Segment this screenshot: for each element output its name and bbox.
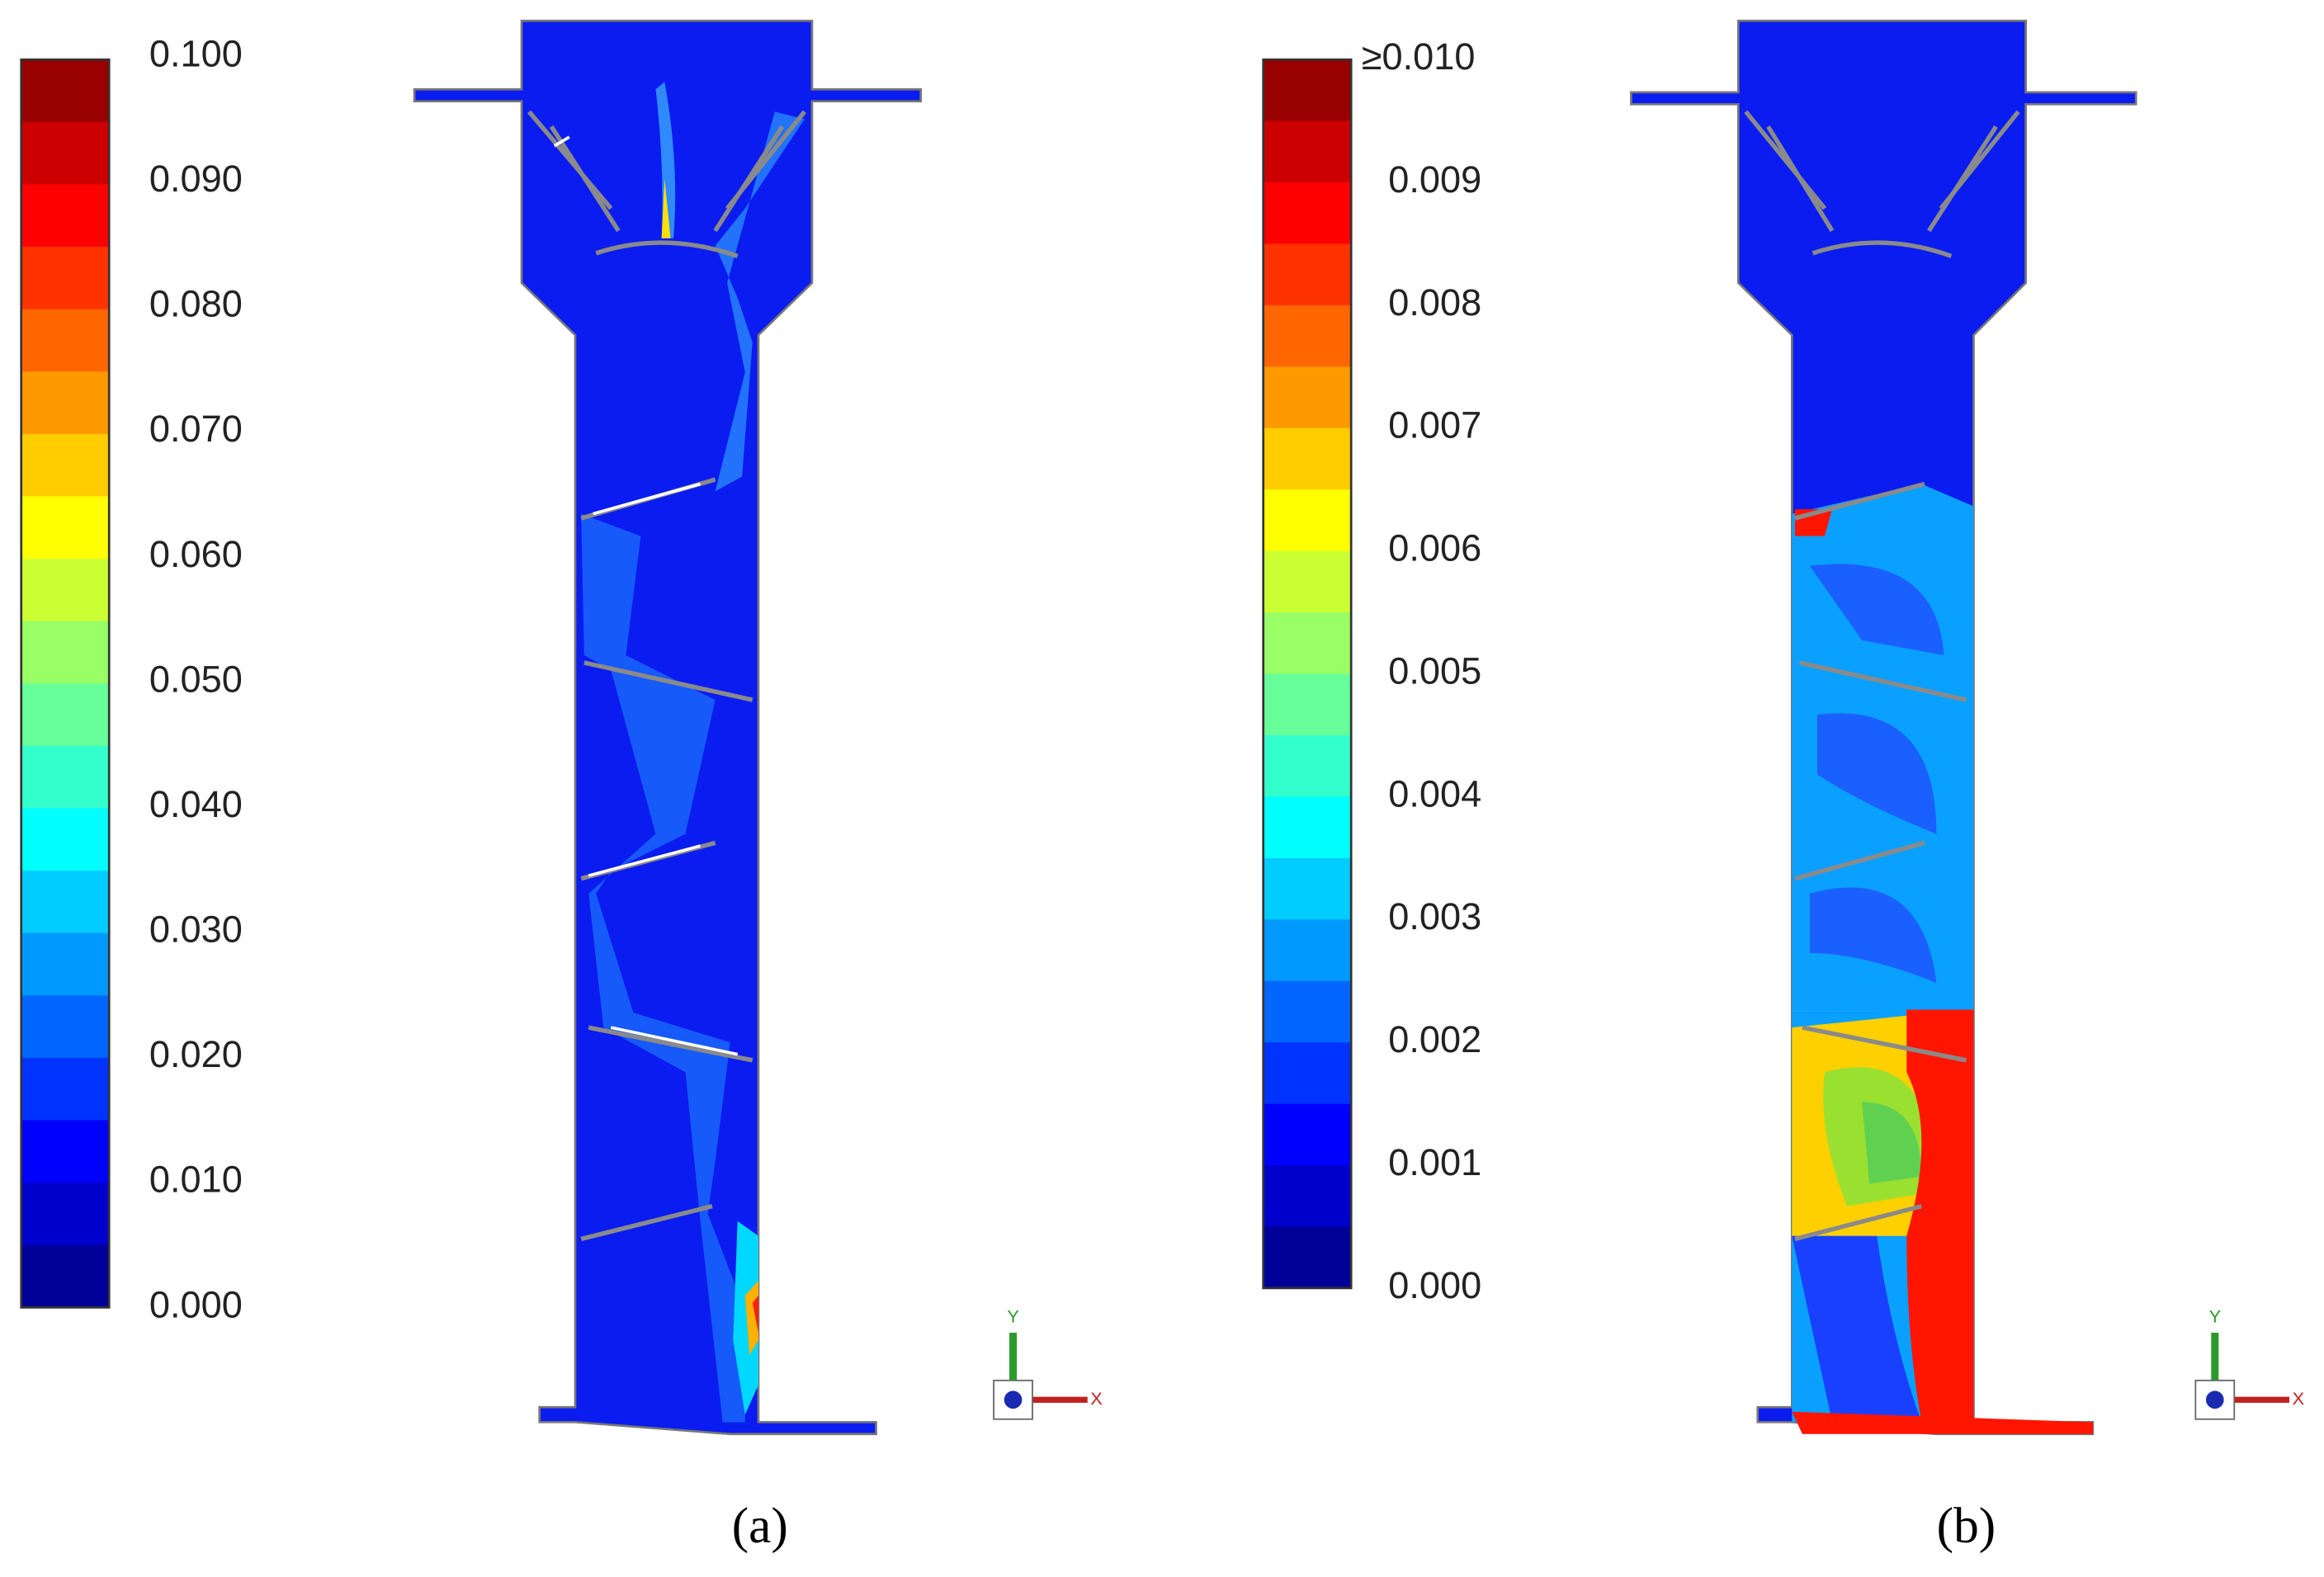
reactor-a bbox=[413, 19, 923, 1436]
colorbar-band bbox=[21, 871, 110, 934]
colorbar-band bbox=[1263, 489, 1352, 552]
colorbar-label: 0.100 bbox=[149, 32, 243, 74]
colorbar-band bbox=[21, 808, 110, 872]
colorbar-band bbox=[1263, 120, 1352, 183]
colorbar-band bbox=[21, 59, 110, 123]
colorbar-label: 0.010 bbox=[149, 1159, 243, 1201]
colorbar-frame bbox=[20, 58, 111, 1309]
colorbar-band bbox=[1263, 1103, 1352, 1166]
colorbar-label: 0.004 bbox=[1388, 772, 1481, 814]
colorbar-band bbox=[1263, 1226, 1352, 1289]
colorbar-band bbox=[21, 247, 110, 310]
colorbar-band bbox=[1263, 734, 1352, 798]
colorbar-band bbox=[21, 745, 110, 810]
colorbar-band bbox=[21, 121, 110, 186]
colorbar-band bbox=[21, 995, 110, 1059]
colorbar-label: 0.006 bbox=[1388, 527, 1481, 569]
colorbar-band bbox=[1263, 612, 1352, 675]
colorbar-label: 0.007 bbox=[1388, 404, 1481, 446]
triad-z bbox=[2205, 1390, 2224, 1409]
colorbar-band bbox=[21, 683, 110, 747]
colorbar-band bbox=[1263, 59, 1352, 122]
colorbar-band bbox=[1263, 857, 1352, 921]
colorbar-label: 0.008 bbox=[1388, 281, 1481, 323]
colorbar-frame bbox=[1262, 58, 1353, 1290]
colorbar-band bbox=[21, 433, 110, 498]
colorbar-label: 0.001 bbox=[1388, 1141, 1481, 1183]
colorbar-label: 0.060 bbox=[149, 533, 243, 575]
colorbar-label: 0.000 bbox=[1388, 1264, 1481, 1306]
colorbar-band bbox=[21, 496, 110, 560]
colorbar-band bbox=[1263, 427, 1352, 491]
colorbar-label: 0.070 bbox=[149, 408, 243, 450]
colorbar-band bbox=[1263, 182, 1352, 245]
colorbar-label: 0.050 bbox=[149, 658, 243, 700]
colorbar-band bbox=[21, 1120, 110, 1184]
colorbar-label: 0.030 bbox=[149, 909, 243, 951]
colorbar-band bbox=[1263, 1165, 1352, 1228]
triad-x-label: X bbox=[1090, 1388, 1102, 1409]
caption: (b) bbox=[1937, 1498, 1996, 1554]
colorbar-band bbox=[1263, 1042, 1352, 1105]
colorbar-label: 0.040 bbox=[149, 783, 243, 825]
colorbar-band bbox=[21, 1244, 110, 1309]
colorbar-band bbox=[1263, 919, 1352, 982]
colorbar-band bbox=[1263, 796, 1352, 859]
reactor-b bbox=[1630, 19, 2137, 1436]
triad-x-label: X bbox=[2293, 1388, 2304, 1409]
colorbar-band bbox=[21, 1183, 110, 1246]
triad-z bbox=[1004, 1390, 1023, 1409]
colorbar-band bbox=[1263, 673, 1352, 736]
colorbar-band bbox=[21, 621, 110, 685]
caption: (a) bbox=[732, 1498, 788, 1554]
colorbar-label: 0.020 bbox=[149, 1033, 243, 1075]
colorbar-label: 0.003 bbox=[1388, 895, 1481, 937]
colorbar-band bbox=[21, 309, 110, 373]
colorbar-label: 0.002 bbox=[1388, 1018, 1481, 1060]
colorbar-label: 0.090 bbox=[149, 158, 243, 200]
colorbar-band bbox=[1263, 366, 1352, 429]
colorbar-band bbox=[21, 371, 110, 435]
colorbar-label: 0.009 bbox=[1388, 158, 1481, 201]
colorbar-band bbox=[21, 933, 110, 997]
colorbar-band bbox=[1263, 305, 1352, 368]
colorbar-label: 0.080 bbox=[149, 283, 243, 325]
colorbar-label: ≥0.010 bbox=[1362, 35, 1476, 78]
colorbar-band bbox=[1263, 243, 1352, 306]
colorbar-band bbox=[21, 1057, 110, 1121]
colorbar-band bbox=[21, 559, 110, 622]
triad-y-label: Y bbox=[2209, 1306, 2221, 1327]
colorbar-band bbox=[1263, 550, 1352, 614]
triad-y-label: Y bbox=[1007, 1306, 1018, 1327]
colorbar-band bbox=[1263, 980, 1352, 1044]
colorbar-band bbox=[21, 184, 110, 248]
colorbar-label: 0.000 bbox=[149, 1283, 243, 1325]
colorbar-label: 0.005 bbox=[1388, 649, 1481, 692]
